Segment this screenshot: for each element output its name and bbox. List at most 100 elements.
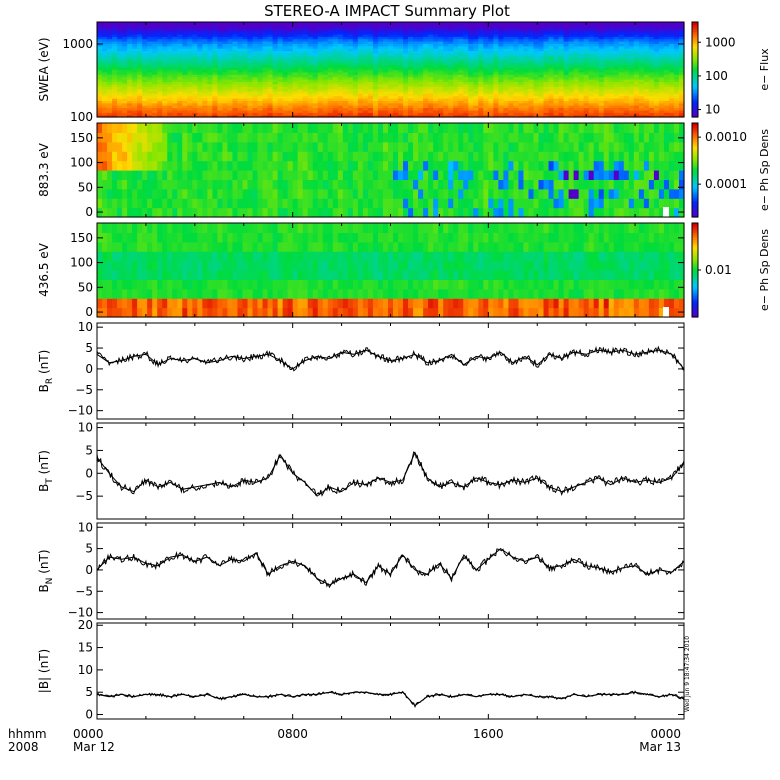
heatmap-cell [312,57,319,61]
heatmap-cell [162,43,168,47]
heatmap-cell [643,105,650,109]
heatmap-cell [473,60,479,63]
heatmap-cell [613,43,620,47]
heatmap-cell [342,107,349,111]
heatmap-cell [147,102,153,106]
heatmap-cell [387,93,394,97]
heatmap-cell [292,52,299,56]
heatmap-cell [257,64,264,68]
heatmap-cell [568,102,575,106]
heatmap-cell [443,50,449,54]
heatmap-cell [548,102,555,106]
heatmap-cell [122,83,128,87]
heatmap-cell [428,52,434,56]
heatmap-cell [382,41,389,44]
heatmap-cell [242,95,249,99]
heatmap-cell [593,86,600,90]
heatmap-cell [342,95,349,99]
heatmap-cell [182,71,188,75]
heatmap-cell [488,64,494,68]
colorbar-swatch [692,43,698,47]
heatmap-cell [418,102,424,106]
heatmap-cell [488,79,494,82]
heatmap-cell [147,74,153,78]
heatmap-cell [252,45,259,49]
heatmap-cell [262,41,269,44]
heatmap-cell [207,26,213,30]
heatmap-cell [588,43,595,47]
heatmap-cell [222,48,229,52]
heatmap-cell [352,105,359,109]
heatmap-cell [443,90,449,94]
heatmap-cell [508,50,515,54]
heatmap-cell [488,60,494,63]
heatmap-cell [282,26,289,30]
heatmap-cell [488,55,494,59]
heatmap-cell [332,43,339,47]
heatmap-cell [538,71,545,75]
heatmap-cell [638,50,645,54]
heatmap-cell [282,114,289,118]
heatmap-cell [478,88,484,92]
heatmap-cell [142,114,148,118]
heatmap-cell [322,93,329,97]
heatmap-cell [563,76,570,80]
heatmap-cell [513,38,520,42]
heatmap-cell [603,48,610,52]
heatmap-cell [167,151,173,162]
heatmap-cell [543,55,550,59]
heatmap-cell [192,86,198,90]
heatmap-cell [372,81,379,85]
heatmap-cell [287,114,294,118]
heatmap-cell [232,107,239,111]
heatmap-cell [468,67,474,71]
heatmap-cell [573,36,580,40]
heatmap-cell [152,57,158,61]
heatmap-cell [448,93,454,97]
heatmap-cell [287,60,294,63]
heatmap-cell [142,105,148,109]
heatmap-cell [382,95,389,99]
heatmap-cell [202,90,208,94]
heatmap-cell [172,62,178,66]
heatmap-cell [327,36,334,40]
heatmap-cell [272,112,279,116]
heatmap-cell [142,86,148,90]
heatmap-cell [598,33,605,37]
heatmap-cell [493,64,499,68]
heatmap-cell [382,22,389,25]
heatmap-cell [493,71,499,75]
heatmap-cell [302,31,309,35]
heatmap-cell [603,95,610,99]
heatmap-cell [628,83,635,87]
heatmap-cell [573,114,580,118]
heatmap-cell [523,107,530,111]
heatmap-cell [302,102,309,106]
heatmap-cell [488,67,494,71]
heatmap-cell [167,64,173,68]
heatmap-cell [443,93,449,97]
heatmap-cell [633,48,640,52]
heatmap-cell [573,45,580,49]
heatmap-cell [177,114,183,118]
heatmap-cell [448,114,454,118]
heatmap-cell [488,93,494,97]
heatmap-cell [418,76,424,80]
heatmap-cell [643,29,650,33]
heatmap-cell [137,50,143,54]
heatmap-cell [663,43,670,47]
heatmap-cell [372,62,379,66]
heatmap-cell [317,57,324,61]
heatmap-cell [282,62,289,66]
heatmap-cell [533,79,540,82]
heatmap-cell [262,38,269,42]
heatmap-cell [177,141,183,152]
heatmap-cell [578,114,585,118]
heatmap-cell [242,112,249,116]
heatmap-cell [307,64,314,68]
heatmap-cell [588,95,595,99]
heatmap-cell [132,160,138,171]
heatmap-cell [483,52,489,56]
heatmap-cell [608,109,615,113]
